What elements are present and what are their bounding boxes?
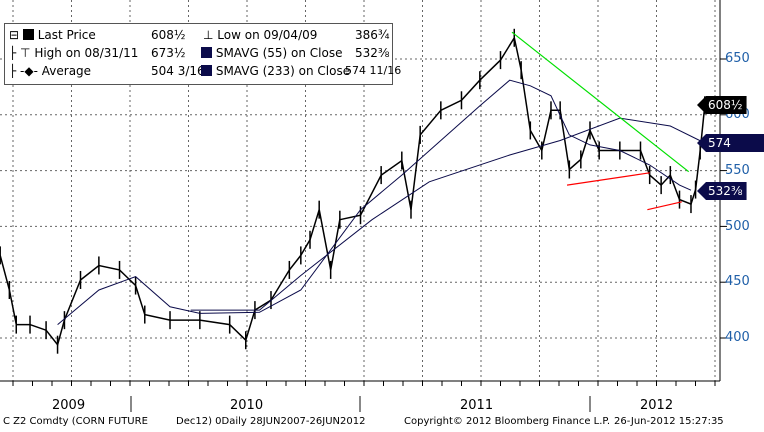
legend-value: 532⅜ <box>355 46 390 60</box>
legend-label: SMAVG (55) on Close <box>215 46 343 60</box>
legend-label: High on 08/31/11 <box>34 46 139 60</box>
last-price-tag: 608½ <box>697 96 747 114</box>
x-label: 2011 <box>460 398 494 413</box>
average-marker-icon: -◆- <box>20 64 38 78</box>
square-icon <box>201 47 212 58</box>
x-label: 2012 <box>640 398 674 413</box>
legend-label: Last Price <box>37 28 96 42</box>
series-line-2 <box>190 117 706 311</box>
legend-value: 386¾ <box>355 28 390 42</box>
low-marker-icon: ⊥ <box>203 28 214 42</box>
legend-value: 504 3/16 <box>151 64 205 78</box>
trendline <box>647 201 682 211</box>
legend-average: ├ -◆- Average <box>9 64 92 78</box>
y-tick-label: 400 <box>725 330 750 345</box>
y-tick-label: 550 <box>725 163 750 178</box>
legend-sma55: SMAVG (55) on Close <box>201 46 342 60</box>
sma233-tag: 574 11/16 <box>697 134 764 152</box>
square-icon <box>201 65 212 76</box>
legend-value: 673½ <box>151 46 186 60</box>
high-marker-icon: ⊤ <box>20 46 31 60</box>
trendline <box>511 31 690 173</box>
footer-timestamp: 26-Jun-2012 15:27:35 <box>614 416 724 427</box>
legend-last-price: ⊟ Last Price <box>9 28 96 42</box>
legend-label: Average <box>41 64 92 78</box>
x-label: 2009 <box>52 398 86 413</box>
legend: ⊟ Last Price 608½ ├ ⊤ High on 08/31/11 6… <box>4 23 401 85</box>
legend-value: 608½ <box>151 28 186 42</box>
trendline <box>566 172 650 186</box>
footer-copyright: Copyright© 2012 Bloomberg Finance L.P. <box>404 416 611 427</box>
y-tick-label: 650 <box>725 51 750 66</box>
footer-ticker: C Z2 Comdty (CORN FUTURE <box>3 416 148 427</box>
legend-high: ├ ⊤ High on 08/31/11 <box>9 46 139 60</box>
footer-range: Dec12) 0Daily 28JUN2007-26JUN2012 <box>176 416 366 427</box>
y-tick-label: 450 <box>725 274 750 289</box>
legend-low: ⊥ Low on 09/04/09 <box>203 28 317 42</box>
x-label: 2010 <box>230 398 264 413</box>
legend-sma233: SMAVG (233) on Close <box>201 64 350 78</box>
sma55-tag: 532⅜ <box>697 182 747 200</box>
legend-label: SMAVG (233) on Close <box>215 64 351 78</box>
legend-label: Low on 09/04/09 <box>217 28 318 42</box>
series-line-1 <box>57 79 692 325</box>
square-icon <box>22 29 34 40</box>
legend-value: 574 11/16 <box>345 64 402 77</box>
y-tick-label: 500 <box>725 219 750 234</box>
